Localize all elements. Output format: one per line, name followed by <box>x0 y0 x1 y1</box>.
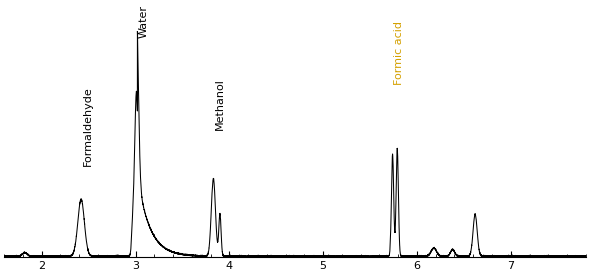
Text: Methanol: Methanol <box>215 78 225 130</box>
Text: Formic acid: Formic acid <box>395 21 405 85</box>
Text: Water: Water <box>138 5 148 38</box>
Text: Formaldehyde: Formaldehyde <box>83 87 93 166</box>
